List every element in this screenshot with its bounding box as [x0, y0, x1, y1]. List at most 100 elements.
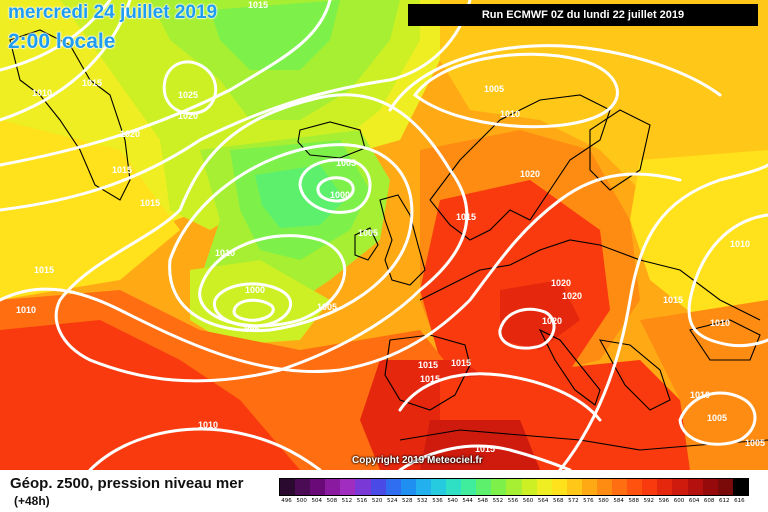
- isobar-1015-med: [398, 372, 602, 422]
- color-scale-swatch: [506, 479, 522, 495]
- coastlines: [9, 29, 768, 451]
- isobar-label: 1010: [198, 420, 218, 430]
- color-scale-swatch: [596, 479, 613, 495]
- isobar-label: 1015: [82, 78, 102, 88]
- coast-continent: [419, 239, 761, 321]
- color-scale-label: 616: [734, 498, 745, 504]
- isobar-label: 1015: [475, 444, 495, 454]
- color-scale-label: 500: [296, 498, 307, 504]
- copyright-notice: Copyright 2019 Meteociel.fr: [352, 455, 483, 466]
- color-scale-label: 548: [477, 498, 489, 504]
- color-scale-swatch: [491, 479, 507, 495]
- color-scale-label: 504: [311, 498, 322, 504]
- isobar-label: 1005: [745, 438, 765, 448]
- color-scale-swatch: [536, 479, 552, 495]
- color-scale-label: 552: [492, 498, 504, 504]
- color-scale-label: 536: [432, 498, 443, 504]
- color-scale-swatch: [702, 479, 718, 495]
- isobar-label: 1015: [663, 295, 683, 305]
- color-scale-label: 516: [356, 498, 368, 504]
- isobar-label: 1010: [690, 390, 710, 400]
- coast-ireland: [354, 227, 379, 261]
- isobar-label: 1000: [245, 285, 265, 295]
- isobar-label: 1015: [456, 212, 476, 222]
- color-scale-label: 532: [417, 498, 428, 504]
- isobar-label: 1015: [418, 360, 438, 370]
- color-scale-label: 568: [552, 498, 564, 504]
- coast-iceland: [297, 121, 366, 159]
- isobar-label: 1005: [484, 84, 504, 94]
- color-scale-label: 544: [462, 498, 473, 504]
- forecast-date: mercredi 24 juillet 2019: [8, 2, 218, 24]
- isobar-label: 1015: [420, 374, 440, 384]
- isobar-label: 1010: [710, 318, 730, 328]
- isobar-label: 1005: [358, 228, 378, 238]
- color-scale-label: 520: [371, 498, 383, 504]
- color-scale-label: 560: [522, 498, 534, 504]
- color-scale-label: 572: [568, 498, 579, 504]
- isobar-1010-east: [687, 213, 768, 348]
- isobar-label: 1015: [248, 0, 268, 10]
- color-scale-swatch: [732, 479, 748, 495]
- legend-bar: Géop. z500, pression niveau mer (+48h) 4…: [0, 470, 768, 512]
- color-scale-label: 496: [281, 498, 292, 504]
- isobar-1010-nw: [0, 0, 112, 72]
- isobar-1005-north: [413, 52, 619, 129]
- color-scale-swatch: [687, 479, 703, 495]
- isobar-label: 995: [244, 324, 259, 334]
- coast-italy: [538, 328, 601, 406]
- isobar-label: 1005: [317, 302, 337, 312]
- model-run-label: Run ECMWF 0Z du lundi 22 juillet 2019: [408, 4, 758, 26]
- coast-scandinavia: [429, 94, 611, 241]
- color-scale-swatch: [717, 479, 733, 495]
- color-scale-label: 584: [613, 498, 624, 504]
- legend-lead-time: (+48h): [14, 494, 50, 508]
- color-scale-swatch: [612, 479, 628, 495]
- color-scale-label: 608: [703, 498, 715, 504]
- isobar-1005-north-low: [298, 158, 372, 214]
- color-scale-label: 508: [326, 498, 338, 504]
- color-scale-swatch: [370, 479, 386, 495]
- color-scale-label: 596: [658, 498, 670, 504]
- color-scale-swatch: [385, 479, 401, 495]
- isobar-label: 1015: [34, 265, 54, 275]
- isobar-high-ring: [162, 60, 218, 115]
- color-scale-swatch: [325, 479, 341, 495]
- isobar-1020-alps: [498, 307, 556, 350]
- isobar-label: 1020: [520, 169, 540, 179]
- color-scale-label: 524: [386, 498, 398, 504]
- color-scale-label: 612: [719, 498, 730, 504]
- isobar-label: 1010: [16, 305, 36, 315]
- color-scale-swatch: [415, 479, 431, 495]
- isobar-label: 1010: [730, 239, 750, 249]
- isobar-labels: 1015 1010 1015 1025 1020 1020 1015 1015 …: [16, 0, 765, 454]
- isobar-label: 1025: [178, 90, 198, 100]
- isobar-1015-mid: [0, 0, 472, 212]
- color-scale-swatch: [430, 479, 447, 495]
- color-scale-label: 576: [583, 498, 594, 504]
- forecast-map: 1015 1010 1015 1025 1020 1020 1015 1015 …: [0, 0, 768, 470]
- color-scale-label: 592: [643, 498, 655, 504]
- isobar-label: 1015: [112, 165, 132, 175]
- forecast-local-time: 2:00 locale: [8, 30, 116, 54]
- color-scale-swatch: [642, 479, 658, 495]
- color-scale-swatch: [581, 479, 597, 495]
- isobar-1020-north: [0, 0, 332, 167]
- field-yellow-east: [630, 150, 768, 320]
- color-scale-label: 564: [537, 498, 549, 504]
- color-scale-label: 604: [688, 498, 700, 504]
- isobars: [0, 0, 768, 470]
- isobar-1015-africa: [398, 444, 572, 470]
- isobar-1020-south: [0, 172, 682, 374]
- isobar-label: 1000: [330, 190, 350, 200]
- isobar-label: 1010: [32, 88, 52, 98]
- field-orange-southeast: [640, 300, 768, 470]
- isobar-label: 1015: [451, 358, 471, 368]
- color-scale-label: 512: [341, 498, 353, 504]
- color-scale-swatch: [280, 479, 296, 495]
- color-scale-swatch: [657, 479, 673, 495]
- color-scale-swatch: [310, 479, 326, 495]
- color-scale-swatch: [476, 479, 492, 495]
- color-scale-swatch: [340, 479, 356, 495]
- coast-greenland: [9, 29, 131, 201]
